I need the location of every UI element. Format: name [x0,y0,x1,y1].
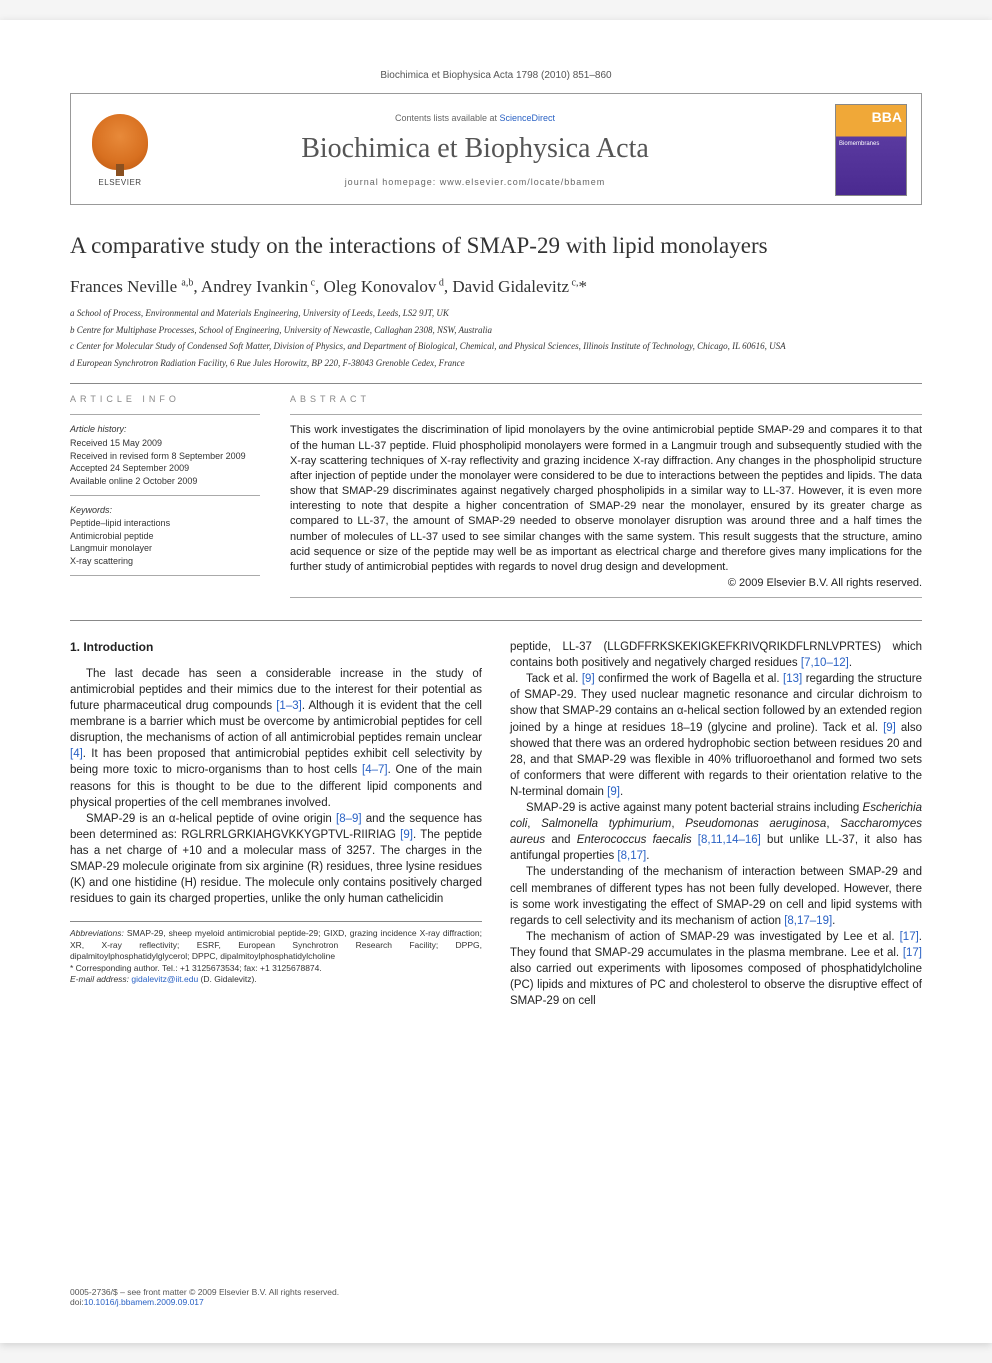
body-paragraph: The understanding of the mechanism of in… [510,864,922,928]
affiliation: d European Synchrotron Radiation Facilit… [70,357,922,370]
divider [70,383,922,384]
elsevier-label: ELSEVIER [98,178,141,187]
abbrev-label: Abbreviations: [70,928,124,938]
footer: 0005-2736/$ – see front matter © 2009 El… [70,1287,339,1307]
history-label: Article history: [70,423,260,436]
page: Biochimica et Biophysica Acta 1798 (2010… [0,20,992,1343]
section-heading: 1. Introduction [70,639,482,656]
divider [70,620,922,621]
keyword: Antimicrobial peptide [70,530,260,543]
doi-link[interactable]: 10.1016/j.bbamem.2009.09.017 [84,1297,204,1307]
homepage-prefix: journal homepage: [345,177,440,187]
abstract-text: This work investigates the discriminatio… [290,423,922,575]
divider [70,575,260,576]
footnote-block: Abbreviations: SMAP-29, sheep myeloid an… [70,921,482,985]
body-paragraph: peptide, LL-37 (LLGDFFRKSKEKIGKEFKRIVQRI… [510,639,922,671]
info-abstract-row: ARTICLE INFO Article history: Received 1… [70,394,922,606]
abbreviations: Abbreviations: SMAP-29, sheep myeloid an… [70,928,482,962]
doi-label: doi: [70,1297,84,1307]
body-paragraph: SMAP-29 is an α-helical peptide of ovine… [70,811,482,908]
email-label: E-mail address: [70,974,131,984]
elsevier-tree-icon [92,114,148,170]
journal-title: Biochimica et Biophysica Acta [175,133,775,165]
affiliation: b Centre for Multiphase Processes, Schoo… [70,324,922,337]
history-line: Received 15 May 2009 [70,437,260,450]
history-line: Received in revised form 8 September 200… [70,450,260,463]
history-line: Available online 2 October 2009 [70,475,260,488]
abstract-copyright: © 2009 Elsevier B.V. All rights reserved… [290,577,922,589]
article-info: ARTICLE INFO Article history: Received 1… [70,394,260,606]
contents-prefix: Contents lists available at [395,113,500,123]
affiliation: c Center for Molecular Study of Condense… [70,340,922,353]
keyword: Langmuir monolayer [70,542,260,555]
email-link[interactable]: gidalevitz@iit.edu [131,974,198,984]
article-info-label: ARTICLE INFO [70,394,260,404]
banner-middle: Contents lists available at ScienceDirec… [175,113,835,187]
affiliations: a School of Process, Environmental and M… [70,307,922,369]
divider [70,414,260,415]
keyword: X-ray scattering [70,555,260,568]
affiliation: a School of Process, Environmental and M… [70,307,922,320]
body-paragraph: SMAP-29 is active against many potent ba… [510,800,922,864]
right-column: peptide, LL-37 (LLGDFFRKSKEKIGKEFKRIVQRI… [510,639,922,1009]
cover-sub: Biomembranes [839,141,879,147]
divider [290,414,922,415]
abbrev-text: SMAP-29, sheep myeloid antimicrobial pep… [70,928,482,961]
homepage-line: journal homepage: www.elsevier.com/locat… [175,177,775,187]
email-suffix: (D. Gidalevitz). [198,974,257,984]
abstract-label: ABSTRACT [290,394,922,404]
body-columns: 1. Introduction The last decade has seen… [70,639,922,1009]
homepage-url[interactable]: www.elsevier.com/locate/bbamem [440,177,606,187]
header-citation: Biochimica et Biophysica Acta 1798 (2010… [70,70,922,81]
abstract-column: ABSTRACT This work investigates the disc… [290,394,922,606]
journal-cover-thumb: BBA Biomembranes [835,104,907,196]
body-paragraph: The mechanism of action of SMAP-29 was i… [510,929,922,1009]
cover-abbrev: BBA [872,109,902,125]
body-paragraph: Tack et al. [9] confirmed the work of Ba… [510,671,922,800]
email-line: E-mail address: gidalevitz@iit.edu (D. G… [70,974,482,985]
keywords-block: Keywords: Peptide–lipid interactionsAnti… [70,504,260,567]
elsevier-logo: ELSEVIER [85,110,155,190]
history-block: Article history: Received 15 May 2009Rec… [70,423,260,487]
divider [290,597,922,598]
body-paragraph: The last decade has seen a considerable … [70,666,482,811]
issn-line: 0005-2736/$ – see front matter © 2009 El… [70,1287,339,1297]
journal-banner: ELSEVIER Contents lists available at Sci… [70,93,922,205]
contents-line: Contents lists available at ScienceDirec… [175,113,775,123]
left-column: 1. Introduction The last decade has seen… [70,639,482,1009]
corresponding-author: * Corresponding author. Tel.: +1 3125673… [70,963,482,974]
sciencedirect-link[interactable]: ScienceDirect [500,113,556,123]
keyword: Peptide–lipid interactions [70,517,260,530]
history-line: Accepted 24 September 2009 [70,462,260,475]
author-list: Frances Neville a,b, Andrey Ivankin c, O… [70,277,922,297]
keywords-label: Keywords: [70,504,260,517]
article-title: A comparative study on the interactions … [70,233,922,259]
divider [70,495,260,496]
